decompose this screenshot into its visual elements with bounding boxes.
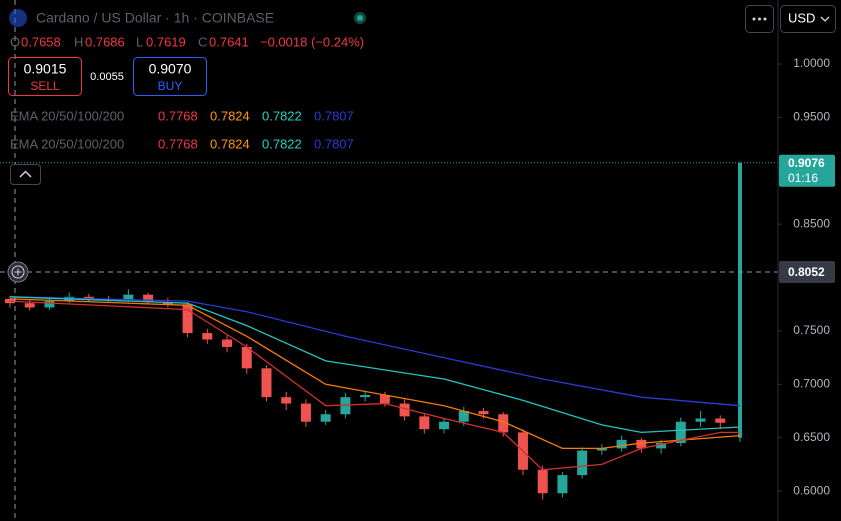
dropdown-icon: [820, 16, 830, 22]
candle-body: [616, 439, 627, 449]
ema-value: 0.7822: [262, 108, 302, 123]
collapse-icon: [19, 170, 32, 178]
last-price: 0.9076: [788, 156, 825, 170]
candle-body: [577, 450, 588, 476]
y-tick-label: 0.6500: [793, 430, 830, 444]
candle-body: [24, 303, 35, 308]
y-tick-label: 0.9500: [793, 110, 830, 124]
buy-label[interactable]: BUY: [158, 79, 183, 93]
currency[interactable]: USD: [788, 10, 815, 25]
candle-body: [498, 414, 509, 433]
symbol-title[interactable]: Cardano / US Dollar · 1h · COINBASE: [36, 10, 274, 26]
ema-value: 0.7768: [158, 108, 198, 123]
symbol-logo[interactable]: [9, 9, 27, 27]
candle-body: [458, 411, 469, 422]
crosshair-price: 0.8052: [788, 265, 825, 279]
spread: 0.0055: [90, 71, 124, 83]
ohlc-low: 0.7619: [146, 34, 186, 49]
countdown: 01:16: [788, 171, 818, 185]
ema-label: EMA 20/50/100/200: [10, 136, 124, 151]
ema-value: 0.7768: [158, 136, 198, 151]
candle-body: [320, 414, 331, 422]
candle-body: [695, 418, 706, 422]
crosshair-tag: [779, 261, 835, 284]
sell-button[interactable]: [8, 57, 82, 96]
collapse-button[interactable]: [10, 164, 41, 185]
buy-price[interactable]: 0.9070: [149, 61, 192, 77]
candle-body: [360, 395, 371, 398]
ohlc-l: L: [136, 34, 143, 49]
candle-body: [300, 403, 311, 422]
ema-value: 0.7824: [210, 136, 250, 151]
dot: [763, 17, 767, 21]
ema-value: 0.7807: [314, 136, 354, 151]
candle-body: [162, 302, 173, 305]
dot: [758, 17, 761, 21]
dot: [752, 17, 756, 21]
ema-value: 0.7807: [314, 108, 354, 123]
candle-body: [261, 368, 272, 398]
candle-body: [419, 416, 430, 430]
market-status-dot: [357, 15, 363, 21]
candle-body: [379, 395, 390, 404]
plot: [0, 0, 778, 521]
ohlc-open: 0.7658: [21, 34, 61, 49]
buy-button[interactable]: [133, 57, 207, 96]
candle-body: [715, 418, 726, 423]
candle-body: [478, 411, 489, 415]
ema-line: [9, 300, 740, 471]
candle-body: [5, 298, 15, 304]
add-alert-plus: [14, 268, 22, 276]
candle-body: [143, 294, 154, 303]
candle-body: [675, 421, 686, 444]
candle-body: [738, 162, 742, 438]
candle-body: [44, 301, 55, 308]
candle-body: [656, 443, 667, 449]
add-alert-icon: [11, 265, 25, 279]
y-tick-label: 0.6000: [793, 483, 830, 497]
ema-legend: EMA 20/50/100/200 0.7768 0.7824 0.7822 0.780…: [10, 108, 354, 151]
currency-select[interactable]: [780, 5, 836, 33]
ema-line: [9, 296, 741, 407]
ohlc-close: 0.7641: [209, 34, 249, 49]
y-tick-label: 0.8500: [793, 216, 830, 230]
ohlc-h: H: [74, 34, 83, 49]
ohlc-change: −0.0018 (−0.24%): [260, 34, 364, 49]
candle-body: [83, 296, 94, 299]
ema-line: [9, 296, 741, 434]
candle-body: [202, 333, 213, 340]
candle-body: [537, 469, 548, 494]
last-price-tag: [779, 154, 835, 187]
candle-body: [123, 294, 134, 301]
candle-body: [399, 403, 410, 417]
ema-label: EMA 20/50/100/200: [10, 108, 124, 123]
candle-body: [636, 439, 647, 449]
ohlc-c: C: [198, 34, 207, 49]
price-axis: 1.00000.95000.90000.85000.80000.75000.70…: [778, 56, 835, 497]
ema-value: 0.7824: [210, 108, 250, 123]
candle-body: [596, 448, 607, 451]
candle-body: [557, 475, 568, 494]
ema-value: 0.7822: [262, 136, 302, 151]
candle-body: [222, 339, 233, 347]
ema-line: [9, 298, 741, 450]
ohlc-o: O: [10, 34, 20, 49]
candle-body: [281, 397, 292, 404]
candle-body: [182, 304, 193, 334]
candle-body: [241, 346, 252, 369]
candle-body: [439, 421, 450, 430]
sell-price[interactable]: 0.9015: [24, 61, 67, 77]
ohlc-high: 0.7686: [85, 34, 125, 49]
candle-body: [340, 397, 351, 415]
y-tick-label: 0.7500: [793, 323, 830, 337]
y-tick-label: 1.0000: [793, 56, 830, 70]
y-tick-label: 0.7000: [793, 377, 830, 391]
sell-label[interactable]: SELL: [30, 79, 60, 93]
